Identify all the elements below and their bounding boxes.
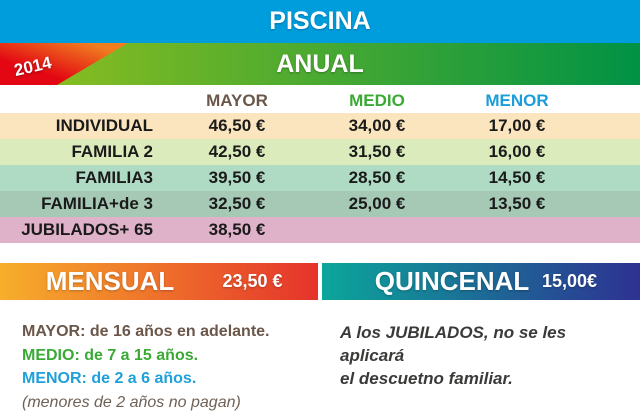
anual-label: ANUAL [276, 49, 364, 78]
col-header-mayor: MAYOR [206, 91, 268, 110]
price-menor: 17,00 € [488, 116, 546, 135]
jubilados-note: A los JUBILADOS, no se les aplicará el d… [340, 321, 630, 390]
price-menor: 13,50 € [488, 194, 546, 213]
mensual-price-bar: MENSUAL 23,50 € [0, 263, 318, 300]
price-menor: 16,00 € [488, 142, 546, 161]
row-label: JUBILADOS+ 65 [21, 220, 153, 239]
note-menor: MENOR: de 2 a 6 años. [22, 370, 197, 387]
note-medio: MEDIO: de 7 a 15 años. [22, 346, 199, 364]
table-row-familia2: FAMILIA 2 42,50 € 31,50 € 16,00 € [0, 139, 640, 165]
row-label: FAMILIA3 [75, 168, 153, 187]
price-mayor: 38,50 € [208, 220, 266, 239]
table-row-familia-mas-de-3: FAMILIA+de 3 32,50 € 25,00 € 13,50 € [0, 191, 640, 217]
row-label: FAMILIA 2 [71, 142, 153, 161]
col-header-menor: MENOR [485, 91, 549, 110]
jubilados-note-line2: el descuetno familiar. [340, 369, 513, 388]
piscina-title-bar: PISCINA [0, 0, 640, 43]
table-row-jubilados: JUBILADOS+ 65 38,50 € [0, 217, 640, 243]
price-mayor: 46,50 € [208, 116, 266, 135]
table-row-familia3: FAMILIA3 39,50 € 28,50 € 14,50 € [0, 165, 640, 191]
year-label: 2014 [12, 53, 54, 81]
jubilados-note-line1: A los JUBILADOS, no se les aplicará [340, 323, 567, 365]
header-spacer [0, 88, 167, 113]
price-menor [447, 217, 587, 243]
note-menores-2: (menores de 2 años no pagan) [22, 393, 241, 411]
quincenal-label: QUINCENAL [374, 266, 530, 296]
row-label: FAMILIA+de 3 [41, 194, 153, 213]
quincenal-price: 15,00€ [541, 271, 598, 291]
price-menor: 14,50 € [488, 168, 546, 187]
col-header-medio: MEDIO [349, 91, 405, 110]
piscina-title: PISCINA [269, 7, 371, 35]
price-medio [307, 217, 447, 243]
price-medio: 34,00 € [348, 116, 406, 135]
price-medio: 25,00 € [348, 194, 406, 213]
quincenal-price-bar: QUINCENAL 15,00€ [322, 263, 640, 300]
annual-price-table: MAYOR MEDIO MENOR INDIVIDUAL 46,50 € 34,… [0, 88, 640, 243]
price-mayor: 39,50 € [208, 168, 266, 187]
table-row-individual: INDIVIDUAL 46,50 € 34,00 € 17,00 € [0, 113, 640, 139]
price-mayor: 42,50 € [208, 142, 266, 161]
note-mayor: MAYOR: de 16 años en adelante. [22, 323, 270, 340]
age-legend: MAYOR: de 16 años en adelante. MEDIO: de… [22, 320, 322, 414]
table-header-row: MAYOR MEDIO MENOR [0, 88, 640, 113]
price-mayor: 32,50 € [208, 194, 266, 213]
price-medio: 31,50 € [348, 142, 406, 161]
row-label: INDIVIDUAL [55, 116, 153, 135]
mensual-price: 23,50 € [222, 271, 283, 291]
price-medio: 28,50 € [348, 168, 406, 187]
mensual-label: MENSUAL [45, 266, 175, 296]
